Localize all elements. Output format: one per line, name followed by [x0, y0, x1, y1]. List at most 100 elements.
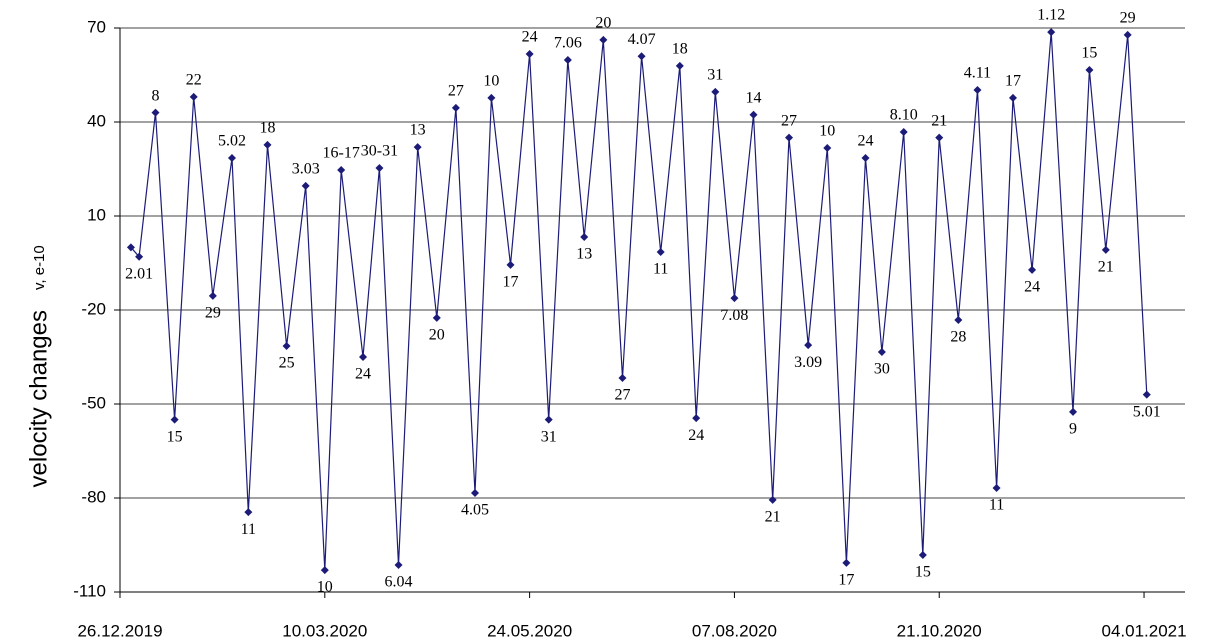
- point: [1123, 30, 1132, 39]
- point: [506, 260, 515, 269]
- point-label: 4.05: [461, 502, 489, 519]
- point-label: 11: [241, 521, 256, 538]
- point-label: 24: [355, 366, 371, 383]
- point: [244, 508, 253, 517]
- point-label: 25: [279, 355, 295, 372]
- point-label: 11: [653, 261, 668, 278]
- point-label: 5.02: [218, 133, 246, 150]
- point-label: 17: [503, 274, 519, 291]
- y-tick-label: 70: [87, 17, 106, 36]
- point: [487, 93, 496, 102]
- point: [618, 373, 627, 382]
- point: [227, 154, 236, 163]
- point: [375, 164, 384, 173]
- point-label: 6.04: [385, 574, 413, 591]
- point: [1069, 407, 1078, 416]
- point-label: 9: [1069, 421, 1077, 438]
- point: [451, 103, 460, 112]
- point-label: 21: [1098, 259, 1114, 276]
- series-line: [130, 32, 1148, 571]
- point-label: 5.01: [1133, 403, 1161, 420]
- point: [692, 414, 701, 423]
- point-label: 14: [746, 89, 762, 106]
- point: [471, 488, 479, 497]
- point-label: 8.10: [890, 107, 918, 124]
- point: [208, 291, 217, 300]
- point-label: 11: [989, 497, 1004, 514]
- point-label: 28: [950, 329, 966, 346]
- x-tick-label: 26.12.2019: [77, 621, 162, 640]
- point-label: 24: [522, 29, 538, 46]
- point: [730, 294, 739, 303]
- point-label: 1.12: [1037, 7, 1065, 24]
- point: [675, 61, 684, 70]
- point-label: 31: [541, 428, 557, 445]
- point: [135, 252, 144, 261]
- point: [432, 313, 441, 322]
- point: [337, 165, 346, 174]
- point-label: 18: [672, 41, 688, 58]
- point: [282, 342, 291, 351]
- point: [842, 558, 851, 567]
- x-tick-label: 04.01.2021: [1101, 621, 1186, 640]
- point: [320, 566, 329, 575]
- point: [544, 415, 553, 424]
- point: [170, 415, 179, 424]
- point: [785, 133, 794, 142]
- point: [563, 55, 572, 64]
- y-tick-label: -80: [81, 487, 106, 506]
- x-tick-label: 21.10.2020: [897, 621, 982, 640]
- point-label: 20: [429, 327, 445, 344]
- point-label: 13: [576, 246, 592, 263]
- point-label: 4.07: [628, 31, 656, 48]
- point-label: 17: [1005, 73, 1021, 90]
- point-label: 20: [595, 15, 611, 32]
- point-label: 8: [152, 87, 160, 104]
- point-label: 15: [915, 564, 931, 581]
- point-label: 10: [483, 73, 499, 90]
- point: [413, 143, 422, 152]
- point: [973, 86, 982, 95]
- point: [992, 483, 1001, 492]
- point-label: 27: [781, 112, 797, 129]
- point: [359, 353, 368, 361]
- point: [1142, 390, 1151, 399]
- y-tick-label: 10: [87, 205, 106, 224]
- point-label: 10: [819, 123, 835, 140]
- point: [656, 248, 665, 257]
- point-label: 7.08: [720, 307, 748, 324]
- point: [580, 232, 589, 241]
- point-label: 22: [186, 72, 202, 89]
- point-label: 31: [707, 67, 723, 84]
- point: [637, 52, 646, 61]
- point: [749, 110, 758, 119]
- point: [1047, 28, 1056, 37]
- point: [189, 92, 198, 101]
- point-label: 29: [205, 305, 221, 322]
- point-label: 30: [874, 361, 890, 378]
- point-label: 10: [317, 579, 333, 596]
- point-label: 21: [931, 112, 947, 129]
- point: [525, 50, 534, 59]
- point: [954, 316, 963, 325]
- point-label: 4.11: [964, 65, 991, 82]
- point-label: 24: [688, 427, 704, 444]
- point: [768, 495, 777, 504]
- point-label: 24: [1024, 279, 1040, 296]
- y-tick-label: -50: [81, 393, 106, 412]
- point-label: 3.03: [292, 161, 320, 178]
- point: [1028, 265, 1037, 274]
- point-label: 15: [1081, 45, 1097, 62]
- point: [935, 133, 944, 142]
- point-label: 24: [858, 133, 874, 150]
- x-tick-label: 07.08.2020: [692, 621, 777, 640]
- y-tick-label: 40: [87, 111, 106, 130]
- point-label: 16-17: [323, 145, 360, 162]
- point: [918, 551, 927, 560]
- point-label: 2.01: [125, 265, 153, 282]
- point: [1101, 245, 1110, 254]
- point: [263, 140, 272, 149]
- x-tick-label: 24.05.2020: [487, 621, 572, 640]
- point: [394, 561, 403, 570]
- y-tick-label: -20: [81, 299, 106, 318]
